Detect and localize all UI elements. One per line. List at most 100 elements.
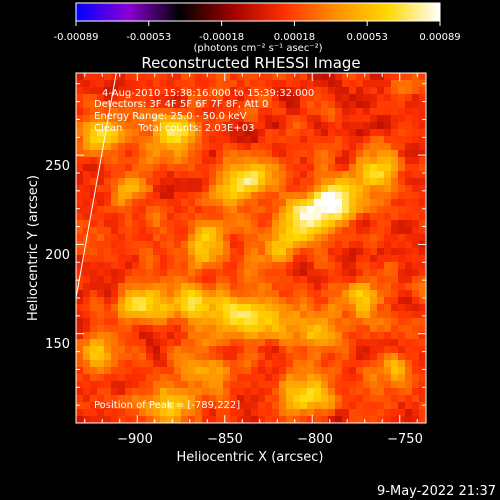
heatmap-cell <box>111 101 119 109</box>
heatmap-cell <box>384 178 392 186</box>
heatmap-cell <box>125 395 133 403</box>
heatmap-cell <box>230 129 238 137</box>
heatmap-cell <box>349 73 357 81</box>
heatmap-cell <box>223 388 231 396</box>
heatmap-cell <box>195 101 203 109</box>
heatmap-cell <box>265 143 273 151</box>
heatmap-cell <box>356 192 364 200</box>
heatmap-cell <box>139 73 147 81</box>
heatmap-cell <box>118 346 126 354</box>
heatmap-cell <box>391 164 399 172</box>
heatmap-cell <box>412 346 420 354</box>
heatmap-cell <box>391 367 399 375</box>
heatmap-cell <box>384 353 392 361</box>
heatmap-cell <box>188 122 196 130</box>
heatmap-cell <box>258 388 266 396</box>
heatmap-cell <box>146 395 154 403</box>
heatmap-cell <box>377 311 385 319</box>
heatmap-cell <box>335 304 343 312</box>
heatmap-cell <box>300 332 308 340</box>
heatmap-cell <box>76 178 84 186</box>
heatmap-cell <box>384 283 392 291</box>
heatmap-cell <box>419 416 426 423</box>
heatmap-cell <box>132 409 140 417</box>
heatmap-cell <box>76 129 84 137</box>
heatmap-cell <box>174 199 182 207</box>
heatmap-cell <box>286 199 294 207</box>
heatmap-cell <box>90 255 98 263</box>
heatmap-cell <box>167 87 175 95</box>
heatmap-cell <box>90 185 98 193</box>
heatmap-cell <box>139 80 147 88</box>
heatmap-cell <box>314 234 322 242</box>
heatmap-cell <box>412 248 420 256</box>
heatmap-cell <box>118 339 126 347</box>
heatmap-cell <box>111 304 119 312</box>
heatmap-cell <box>83 374 91 382</box>
heatmap-cell <box>125 122 133 130</box>
heatmap-cell <box>286 311 294 319</box>
heatmap-cell <box>293 248 301 256</box>
heatmap-cell <box>251 381 259 389</box>
heatmap-cell <box>335 185 343 193</box>
heatmap-cell <box>363 185 371 193</box>
heatmap-cell <box>342 241 350 249</box>
heatmap-cell <box>314 339 322 347</box>
heatmap-cell <box>132 269 140 277</box>
heatmap-cell <box>328 87 336 95</box>
heatmap-cell <box>286 241 294 249</box>
heatmap-cell <box>265 283 273 291</box>
heatmap-cell <box>160 150 168 158</box>
heatmap-cell <box>118 367 126 375</box>
heatmap-cell <box>111 227 119 235</box>
heatmap-cell <box>167 311 175 319</box>
heatmap-cell <box>174 157 182 165</box>
heatmap-cell <box>349 206 357 214</box>
heatmap-cell <box>153 143 161 151</box>
heatmap-cell <box>97 213 105 221</box>
heatmap-cell <box>202 199 210 207</box>
heatmap-cell <box>237 269 245 277</box>
heatmap-cell <box>272 325 280 333</box>
heatmap-cell <box>335 381 343 389</box>
heatmap-cell <box>181 388 189 396</box>
heatmap-cell <box>146 367 154 375</box>
heatmap-cell <box>342 178 350 186</box>
heatmap-cell <box>335 367 343 375</box>
heatmap-cell <box>328 255 336 263</box>
heatmap-cell <box>97 339 105 347</box>
heatmap-cell <box>146 129 154 137</box>
annotation-detectors: Detectors: 3F 4F 5F 6F 7F 8F, Att 0 <box>94 99 268 110</box>
heatmap-cell <box>244 332 252 340</box>
heatmap-cell <box>335 395 343 403</box>
heatmap-cell <box>272 367 280 375</box>
heatmap-cell <box>97 227 105 235</box>
heatmap-cell <box>76 381 84 389</box>
heatmap-cell <box>293 332 301 340</box>
heatmap-cell <box>118 290 126 298</box>
heatmap-cell <box>139 115 147 123</box>
heatmap-cell <box>146 248 154 256</box>
heatmap-cell <box>111 325 119 333</box>
heatmap-cell <box>244 374 252 382</box>
heatmap-cell <box>307 304 315 312</box>
heatmap-cell <box>83 304 91 312</box>
heatmap-cell <box>419 101 426 109</box>
heatmap-cell <box>153 388 161 396</box>
heatmap-cell <box>307 101 315 109</box>
heatmap-cell <box>223 192 231 200</box>
heatmap-cell <box>279 255 287 263</box>
heatmap-cell <box>118 108 126 116</box>
heatmap-cell <box>370 129 378 137</box>
heatmap-cell <box>244 164 252 172</box>
heatmap-cell <box>118 150 126 158</box>
heatmap-cell <box>412 87 420 95</box>
heatmap-cell <box>160 325 168 333</box>
heatmap-cell <box>188 164 196 172</box>
heatmap-cell <box>230 87 238 95</box>
heatmap-cell <box>307 416 315 423</box>
heatmap-cell <box>237 381 245 389</box>
heatmap-cell <box>363 101 371 109</box>
heatmap-cell <box>209 276 217 284</box>
heatmap-cell <box>307 220 315 228</box>
